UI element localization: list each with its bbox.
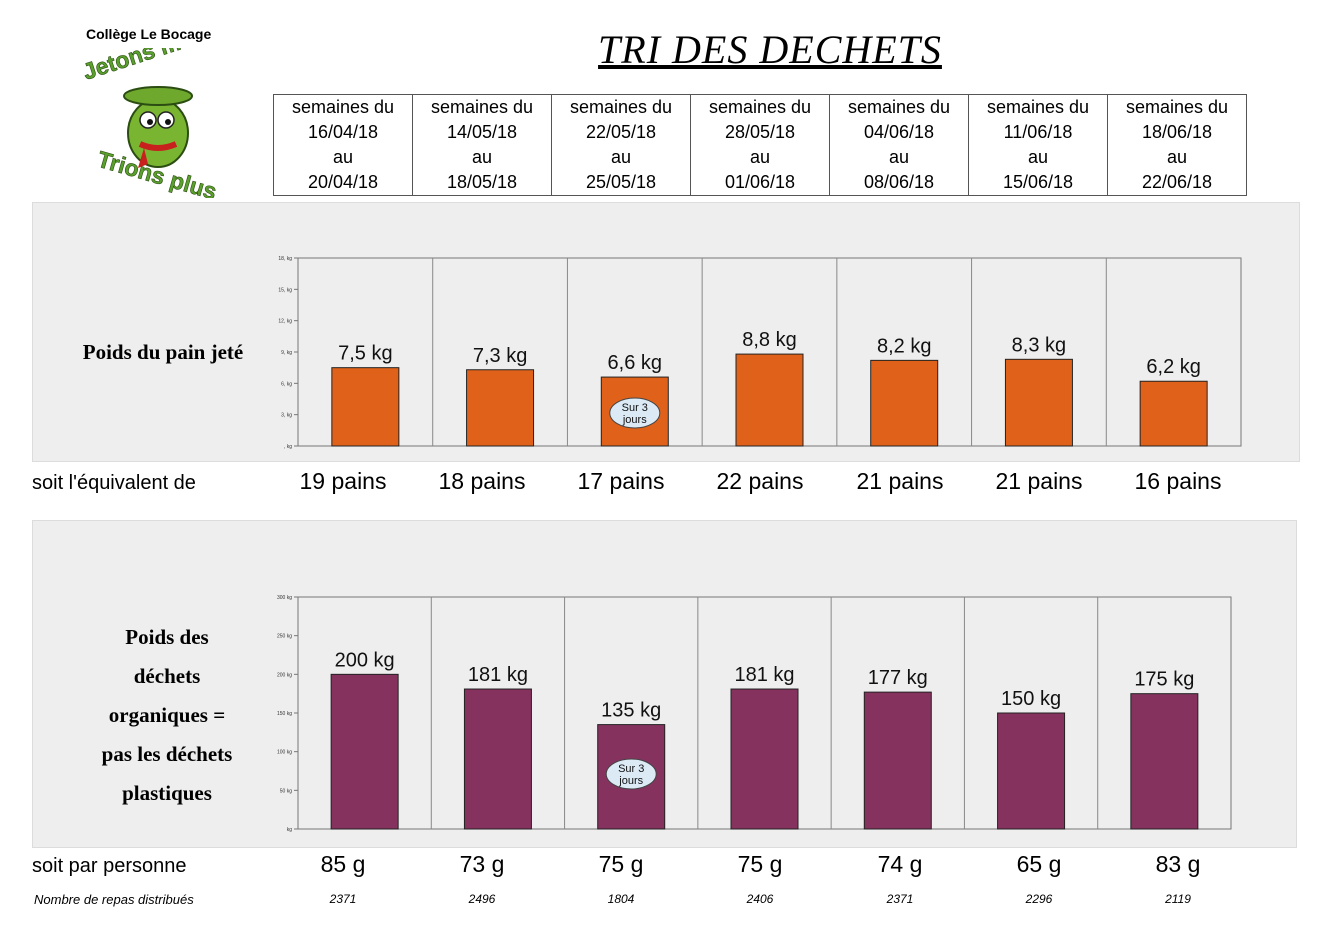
equivalent-value: 22 pains	[716, 468, 804, 494]
bread-row-label: Poids du pain jeté	[82, 340, 244, 364]
equivalent-value: 17 pains	[577, 468, 665, 494]
meals-value: 2371	[329, 892, 357, 906]
weeks-table: semaines du 16/04/18 au 20/04/18 semaines d…	[273, 94, 1247, 196]
logo-text-line1: Jetons moins	[80, 48, 229, 85]
meals-value: 2296	[1025, 892, 1053, 906]
per-person-value: 74 g	[877, 851, 923, 877]
bread-chart-panel	[32, 202, 1300, 462]
meals-row: 2371 2496 1804 2406 2371 2296 2119	[0, 0, 1339, 906]
equivalent-row: 19 pains 18 pains 17 pains 22 pains 21 p…	[0, 0, 1339, 494]
per-person-value: 73 g	[459, 851, 505, 877]
week-cell: semaines du 11/06/18 au 15/06/18	[968, 94, 1108, 196]
logo-mascot-icon	[123, 86, 193, 168]
meals-value: 2406	[746, 892, 774, 906]
organic-row-label: Poids des déchets organiques = pas les d…	[101, 625, 233, 805]
per-person-value: 83 g	[1155, 851, 1201, 877]
week-cell: semaines du 14/05/18 au 18/05/18	[412, 94, 552, 196]
equivalent-label: soit l'équivalent de	[32, 472, 196, 494]
equivalent-value: 18 pains	[438, 468, 526, 494]
school-name: Collège Le Bocage	[86, 26, 212, 42]
equivalent-value: 16 pains	[1134, 468, 1222, 494]
equivalent-value: 21 pains	[995, 468, 1083, 494]
per-person-value: 65 g	[1016, 851, 1062, 877]
week-cell: semaines du 04/06/18 au 08/06/18	[829, 94, 969, 196]
equivalent-value: 19 pains	[299, 468, 387, 494]
meals-value: 2496	[468, 892, 496, 906]
week-cell: semaines du 18/06/18 au 22/06/18	[1107, 94, 1247, 196]
logo: Jetons moins Trions plus	[79, 48, 229, 198]
per-person-label: soit par personne	[32, 855, 187, 877]
per-person-row: 85 g 73 g 75 g 75 g 74 g 65 g 83 g	[0, 0, 1339, 877]
per-person-value: 75 g	[598, 851, 644, 877]
meals-value: 2119	[1165, 892, 1191, 906]
week-cell: semaines du 28/05/18 au 01/06/18	[690, 94, 830, 196]
per-person-value: 75 g	[737, 851, 783, 877]
equivalent-value: 21 pains	[856, 468, 944, 494]
week-cell: semaines du 22/05/18 au 25/05/18	[551, 94, 691, 196]
meals-value: 1804	[607, 892, 635, 906]
per-person-value: 85 g	[320, 851, 366, 877]
meals-value: 2371	[886, 892, 914, 906]
meals-label: Nombre de repas distribués	[34, 892, 194, 907]
page-title: TRI DES DECHETS	[598, 27, 942, 72]
week-cell: semaines du 16/04/18 au 20/04/18	[273, 94, 413, 196]
